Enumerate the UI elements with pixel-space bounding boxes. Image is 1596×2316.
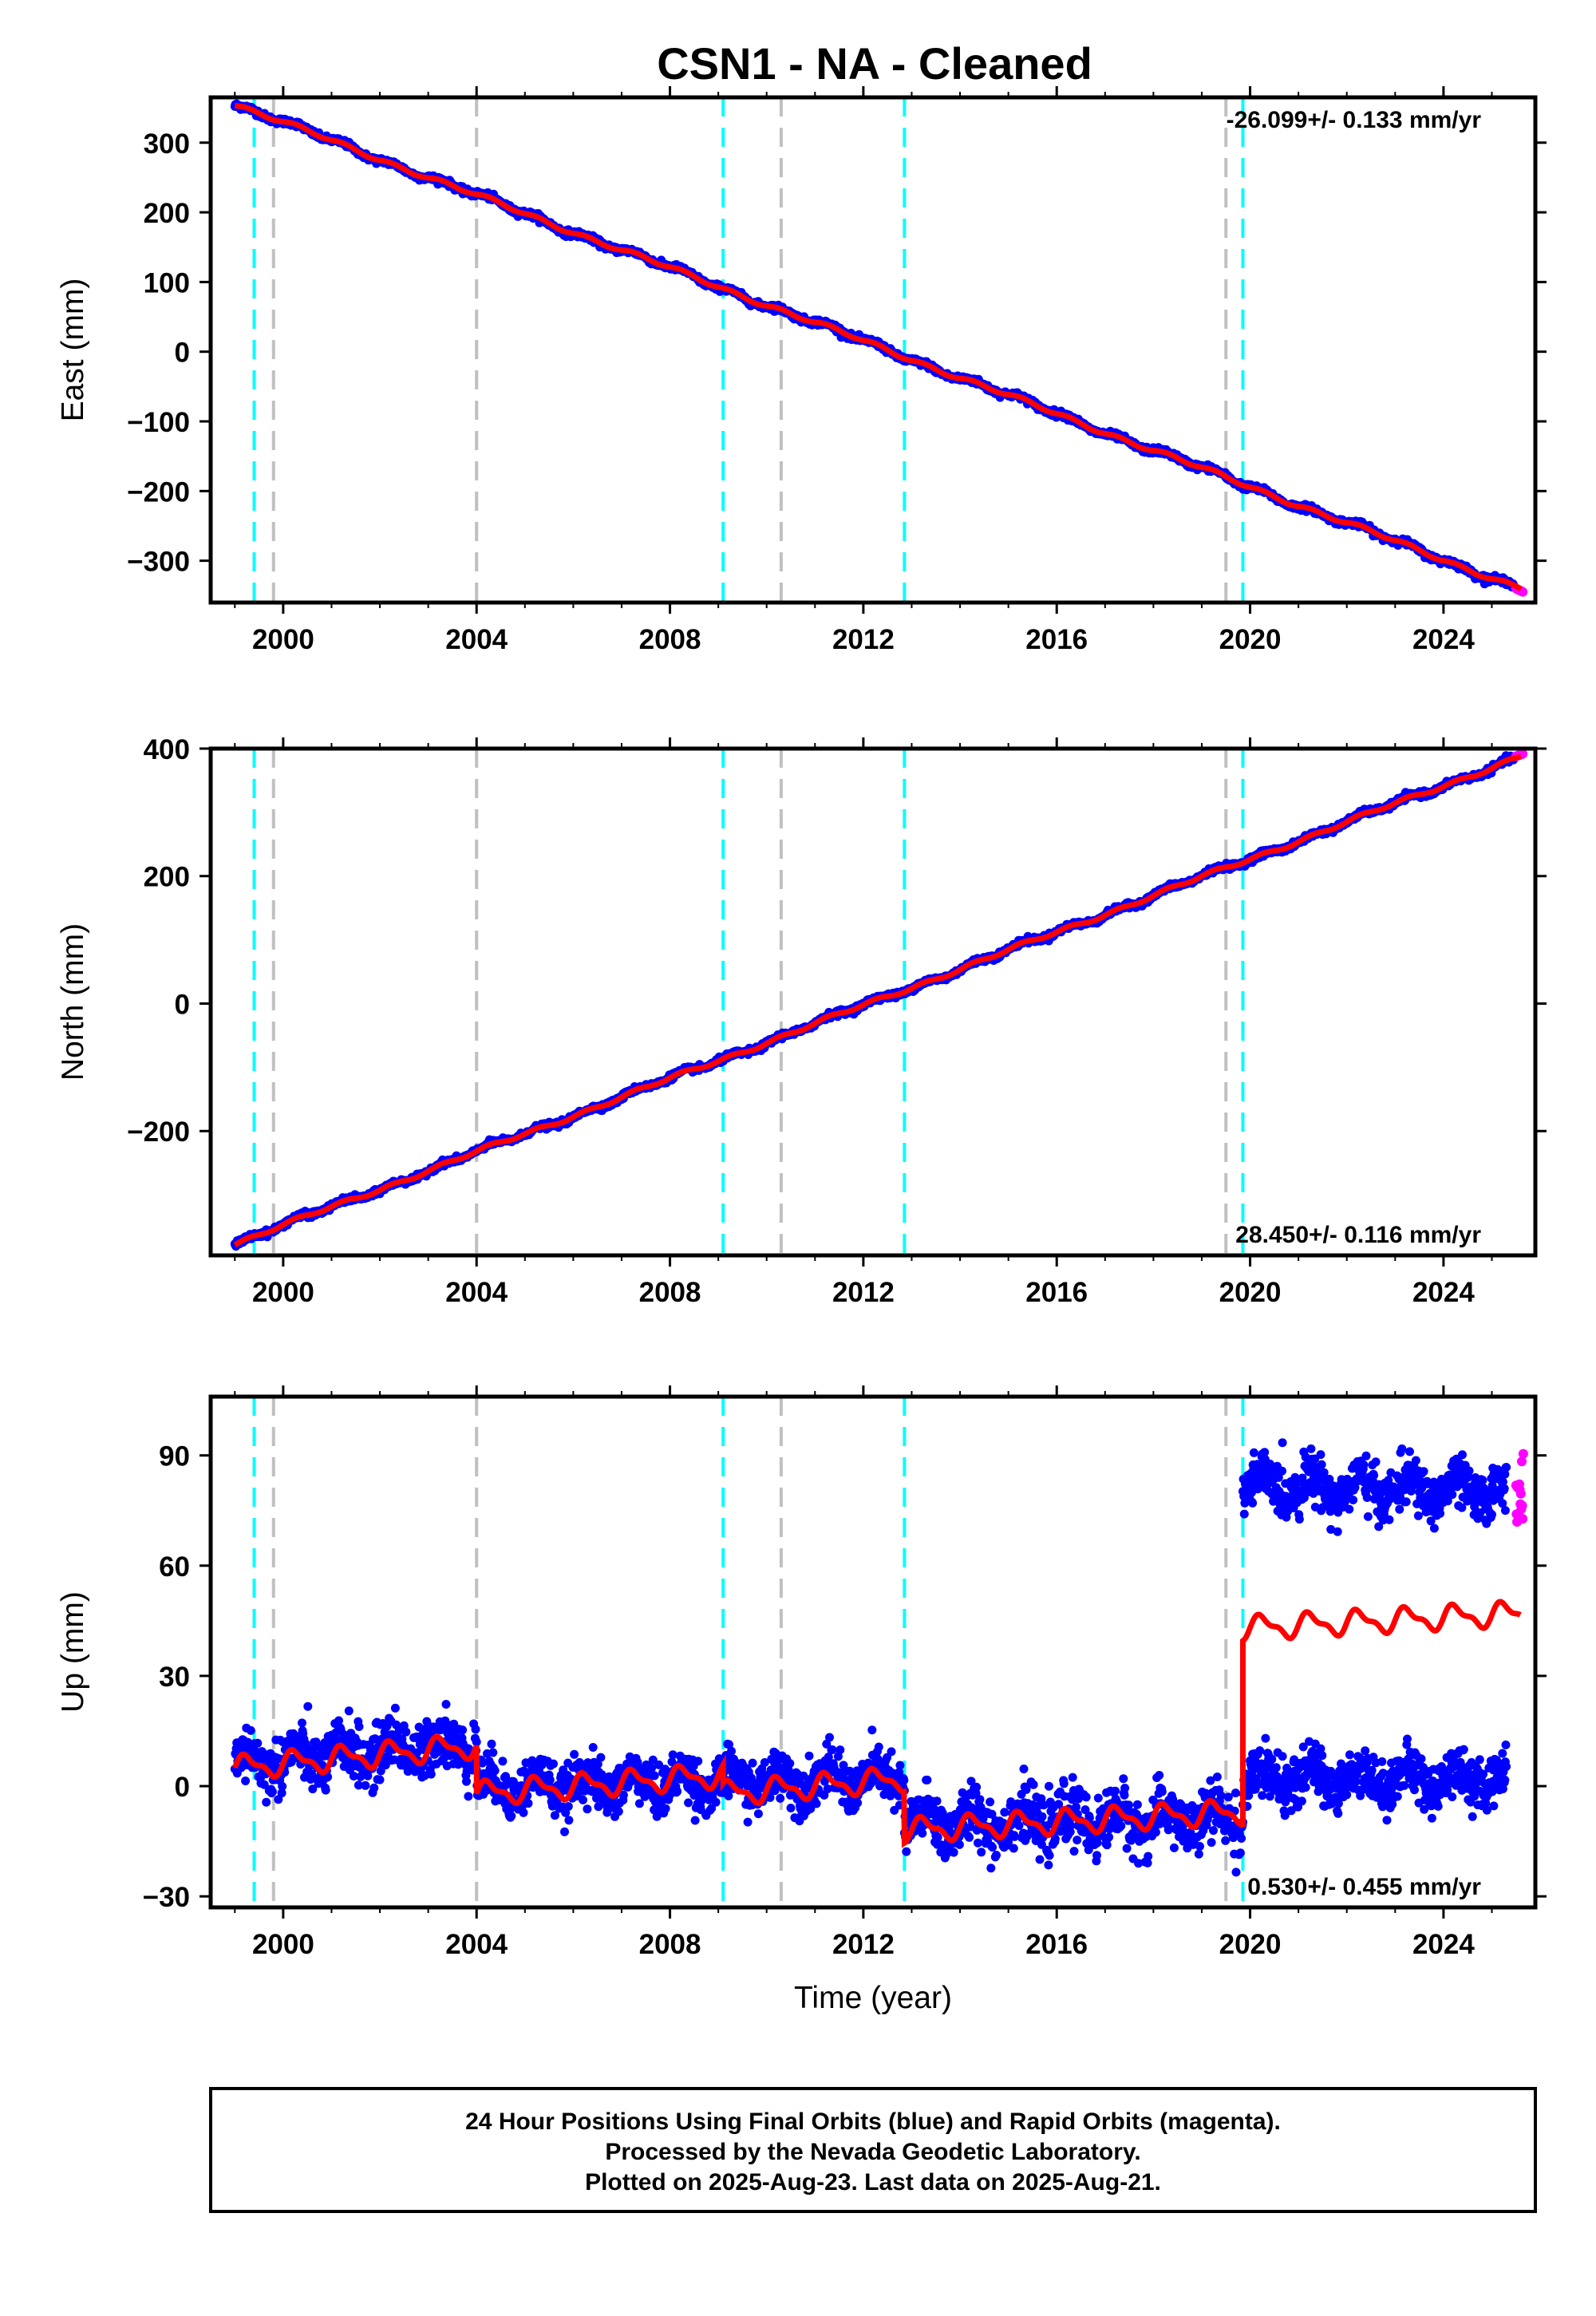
velocity-rate-label: 28.450+/- 0.116 mm/yr bbox=[1235, 1222, 1481, 1248]
x-tick-label: 2012 bbox=[832, 1277, 895, 1308]
y-tick-label: 300 bbox=[144, 128, 190, 160]
y-tick-label: 400 bbox=[144, 734, 190, 765]
model-line bbox=[233, 753, 1522, 1248]
north-panel: 2000 2004 2008 2012 2016 2020 2024 −200 0 200 400 N… bbox=[56, 734, 1547, 1308]
plot-area bbox=[230, 749, 1528, 1255]
plot-area bbox=[230, 1397, 1528, 1907]
x-tick-label: 2024 bbox=[1412, 624, 1475, 655]
final-orbit-point bbox=[298, 1718, 306, 1728]
final-orbit-point bbox=[262, 1797, 271, 1807]
final-orbit-point bbox=[268, 1787, 277, 1796]
final-orbit-point bbox=[401, 1727, 411, 1737]
x-tick-label: 2020 bbox=[1219, 1277, 1282, 1308]
plot-area bbox=[230, 97, 1528, 603]
y-axis-label: North (mm) bbox=[56, 923, 90, 1081]
final-orbit-point bbox=[241, 1777, 251, 1785]
final-orbit-point bbox=[303, 1701, 313, 1711]
x-tick-label: 2016 bbox=[1025, 624, 1088, 655]
east-panel: 2000 2004 2008 2012 2016 2020 2024−300−200−100… bbox=[56, 86, 1547, 655]
final-orbit-point bbox=[321, 1785, 330, 1795]
final-orbit-point bbox=[361, 1780, 370, 1790]
plot-frame bbox=[208, 95, 1538, 605]
y-tick-label: −300 bbox=[127, 547, 190, 578]
y-tick-label: −100 bbox=[127, 407, 190, 438]
x-tick-label: 2012 bbox=[832, 624, 895, 655]
final-orbit-point bbox=[390, 1703, 400, 1713]
final-orbit-point bbox=[246, 1725, 255, 1735]
final-orbit-point bbox=[354, 1722, 364, 1731]
final-orbit-point bbox=[369, 1783, 379, 1792]
final-orbit-point bbox=[278, 1781, 287, 1791]
x-tick-label: 2008 bbox=[639, 1277, 701, 1308]
velocity-rate-label: -26.099+/- 0.133 mm/yr bbox=[1227, 107, 1482, 133]
x-tick-label: 2000 bbox=[252, 624, 314, 655]
up-panel: 2000 2004 2008 2012 2016 2020 2024−300306090Up… bbox=[56, 1385, 1547, 2015]
x-tick-label: 2016 bbox=[1025, 1277, 1088, 1308]
y-tick-label: −200 bbox=[127, 476, 190, 508]
y-tick-label: 0 bbox=[175, 989, 190, 1020]
chart-title: CSN1 - NA - Cleaned bbox=[657, 38, 1092, 89]
x-tick-label: 2008 bbox=[639, 624, 701, 655]
y-tick-label: −200 bbox=[127, 1117, 190, 1148]
y-tick-label: 0 bbox=[175, 338, 190, 369]
x-tick-label: 2024 bbox=[1412, 1277, 1475, 1308]
x-tick-label: 2004 bbox=[445, 624, 508, 655]
final-orbit-point bbox=[344, 1706, 354, 1716]
model-line bbox=[235, 102, 1523, 592]
final-orbit-point bbox=[375, 1775, 385, 1784]
final-orbit-point bbox=[253, 1738, 263, 1748]
x-tick-label: 2004 bbox=[445, 1277, 508, 1308]
x-tick-label: 2020 bbox=[1219, 624, 1282, 655]
y-axis-label: East (mm) bbox=[56, 279, 90, 422]
y-tick-label: 200 bbox=[144, 198, 190, 229]
y-tick-label: 200 bbox=[144, 862, 190, 893]
y-tick-label: 100 bbox=[144, 267, 190, 298]
final-orbit-points bbox=[230, 1438, 1511, 1877]
x-tick-label: 2000 bbox=[252, 1277, 314, 1308]
